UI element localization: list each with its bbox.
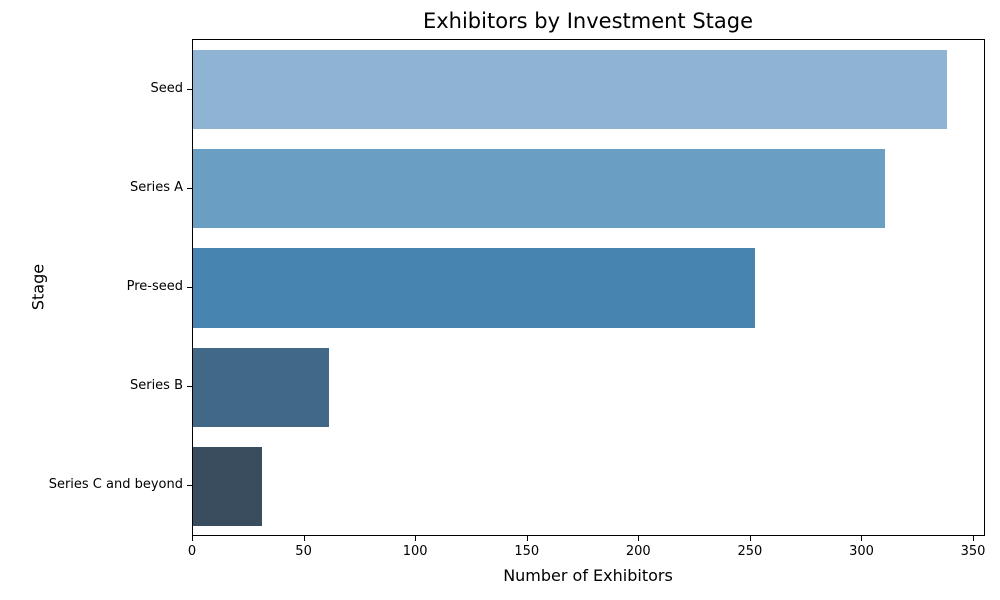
plot-area — [192, 39, 985, 536]
x-tick-mark — [526, 536, 528, 541]
x-tick-mark — [749, 536, 751, 541]
y-tick-label-pre-seed: Pre-seed — [126, 279, 183, 294]
y-tick-label-series-c-and-beyond: Series C and beyond — [48, 477, 183, 493]
x-tick-mark — [192, 536, 193, 541]
y-tick-mark — [187, 386, 192, 388]
x-tick-label: 50 — [295, 544, 312, 559]
chart-title: Exhibitors by Investment Stage — [422, 9, 754, 33]
x-tick-label: 100 — [402, 544, 428, 559]
x-tick-label: 150 — [514, 544, 540, 559]
y-tick-mark — [187, 187, 192, 189]
bar-pre-seed — [193, 248, 756, 328]
x-tick-mark — [861, 536, 863, 541]
x-axis-label: Number of Exhibitors — [503, 566, 673, 585]
x-tick-label: 200 — [625, 544, 651, 559]
x-tick-label: 250 — [737, 544, 763, 559]
y-tick-label-series-b: Series B — [129, 378, 183, 394]
x-tick-mark — [415, 536, 417, 541]
x-tick-mark — [303, 536, 305, 541]
x-tick-mark — [638, 536, 640, 541]
y-tick-mark — [187, 287, 192, 288]
x-tick-mark — [973, 536, 975, 541]
bar-series-a — [193, 149, 885, 229]
bar-seed — [193, 49, 948, 130]
bar-series-b — [193, 347, 330, 427]
y-tick-label-series-a: Series A — [129, 179, 183, 195]
y-tick-label-seed: Seed — [150, 80, 184, 96]
bar-series-c-and-beyond — [193, 446, 263, 527]
x-tick-label: 350 — [960, 544, 986, 559]
y-tick-mark — [187, 88, 192, 90]
x-tick-label: 0 — [187, 544, 197, 559]
y-tick-mark — [187, 485, 192, 487]
x-tick-label: 300 — [849, 544, 874, 559]
